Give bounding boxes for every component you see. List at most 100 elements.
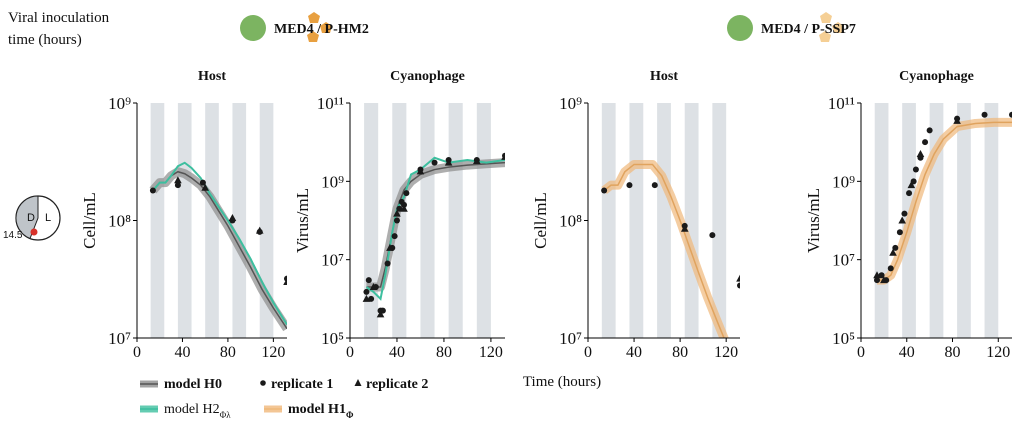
point (384, 260, 391, 267)
dark-period (657, 103, 671, 338)
chart-title: Cyanophage (899, 69, 974, 84)
point (922, 139, 929, 146)
point (981, 111, 988, 118)
x-tick-label: 120 (714, 344, 738, 361)
chart-title: Host (650, 69, 678, 84)
point (400, 204, 408, 212)
y-tick-label: 10⁷ (321, 251, 344, 270)
y-tick-label: 10¹¹ (828, 94, 855, 113)
legend-subscript: Φλ (220, 410, 232, 420)
strain-label: MED4 / P-SSP7 (761, 22, 856, 37)
inoculation-label: time (hours) (8, 32, 82, 48)
legend-name: replicate 1 (271, 377, 333, 392)
dark-period (740, 103, 754, 338)
strain-label: MED4 / P-HM2 (274, 22, 369, 37)
dark-period (601, 103, 616, 338)
clock (15, 195, 61, 241)
point (892, 244, 899, 251)
legend-marker (354, 379, 362, 386)
point (709, 232, 716, 239)
point (501, 152, 505, 160)
point (363, 288, 370, 295)
point (880, 276, 888, 284)
x-tick-label: 120 (986, 344, 1010, 361)
point (396, 205, 403, 212)
point (174, 176, 182, 184)
legend-name: replicate 2 (366, 377, 428, 392)
dark-period (177, 103, 192, 338)
x-tick-label: 0 (857, 344, 865, 361)
x-tick-label: 80 (220, 344, 236, 361)
point (901, 210, 908, 217)
point (926, 127, 933, 134)
point (874, 277, 881, 284)
point (393, 217, 400, 224)
point (873, 271, 881, 279)
model-line (877, 121, 1012, 281)
chart-title: Host (198, 69, 226, 84)
y-tick-label: 10⁷ (108, 329, 131, 348)
point (369, 283, 378, 291)
x-tick-label: 0 (346, 344, 354, 361)
x-tick-label: 0 (133, 344, 141, 361)
plot-area (873, 103, 1012, 338)
dark-period (420, 103, 435, 338)
point (626, 182, 633, 189)
point (680, 224, 689, 232)
x-axis-label: Time (hours) (523, 374, 601, 390)
dark-period (957, 103, 971, 338)
x-tick-label: 120 (479, 344, 503, 361)
plot-area (362, 103, 519, 338)
clock-label: L (45, 212, 51, 224)
point (916, 149, 925, 157)
point (283, 277, 287, 285)
point (651, 182, 658, 189)
inoculation-label: Viral inoculation (8, 10, 110, 26)
point (736, 274, 740, 282)
y-tick-label: 10⁹ (832, 172, 855, 191)
dark-period (259, 103, 274, 338)
dark-period (205, 103, 219, 338)
x-tick-label: 80 (945, 344, 961, 361)
point (912, 166, 919, 173)
point (403, 190, 410, 197)
point (737, 282, 740, 289)
point (391, 233, 398, 240)
point (365, 277, 372, 284)
dark-period (364, 103, 379, 338)
dark-period (874, 103, 889, 338)
legend-label: model H1Φ (288, 402, 354, 420)
point (416, 167, 425, 175)
point (878, 272, 885, 279)
legend-name: model H1 (288, 402, 346, 417)
plot-area (601, 103, 754, 338)
y-tick-label: 10⁷ (832, 251, 855, 270)
y-tick-label: 10⁵ (321, 329, 344, 348)
x-tick-label: 120 (261, 344, 285, 361)
y-tick-label: 10⁷ (559, 329, 582, 348)
point (368, 295, 375, 302)
plot-area (149, 103, 287, 338)
point (376, 310, 385, 318)
point (444, 158, 453, 166)
x-tick-label: 80 (436, 344, 452, 361)
x-tick-label: 40 (899, 344, 915, 361)
model-line (365, 156, 505, 301)
y-tick-label: 10¹¹ (317, 94, 344, 113)
y-axis-label: Virus/mL (293, 188, 312, 253)
strain-icon (240, 12, 844, 42)
dark-period (505, 103, 519, 338)
legend-name: model H2 (164, 402, 220, 417)
point (601, 187, 608, 194)
point (393, 209, 401, 217)
y-tick-label: 10⁸ (559, 212, 582, 231)
point (898, 216, 906, 224)
y-axis-label: Virus/mL (804, 188, 823, 253)
dark-period (150, 103, 165, 338)
legend-label: replicate 2 (366, 377, 428, 392)
y-axis-label: Cell/mL (80, 192, 99, 249)
dark-period (476, 103, 491, 338)
clock-time: 14.5 (3, 230, 23, 241)
dark-period (448, 103, 463, 338)
